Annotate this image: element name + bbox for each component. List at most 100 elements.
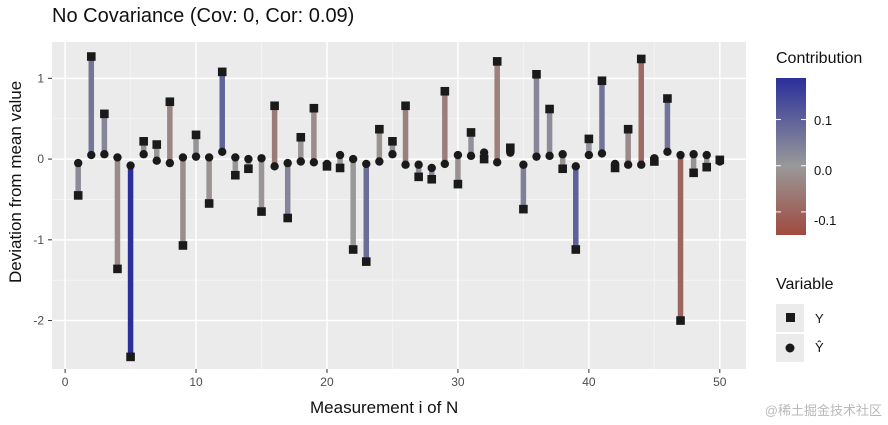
y-point	[663, 94, 672, 103]
yhat-points	[73, 147, 725, 173]
yhat-point	[283, 158, 292, 168]
yhat-point	[623, 160, 633, 169]
grid-major	[52, 42, 746, 369]
legend-label-yhat: Ŷ	[815, 340, 824, 355]
y-point	[532, 69, 541, 79]
y-point	[414, 172, 423, 182]
yhat-point	[493, 158, 502, 167]
yhat-point	[362, 159, 371, 169]
yhat-point	[244, 154, 253, 164]
yhat-point	[73, 158, 83, 168]
yhat-point	[270, 162, 279, 171]
legend-label-y: Y	[815, 311, 824, 326]
y-point	[100, 109, 109, 119]
y-point	[479, 154, 489, 164]
y-point	[244, 164, 253, 174]
x-tick-label: 0	[62, 375, 69, 389]
y-point	[204, 199, 214, 208]
y-tick-label: 0	[37, 152, 44, 166]
y-point	[335, 163, 345, 173]
yhat-point	[519, 160, 528, 169]
y-point	[217, 67, 227, 77]
yhat-point	[218, 147, 227, 157]
color-legend-title: Contribution	[776, 50, 863, 67]
yhat-point	[637, 160, 646, 169]
yhat-point	[296, 157, 305, 166]
yhat-point	[479, 148, 489, 157]
yhat-point	[414, 160, 423, 169]
legend-square-icon	[786, 313, 795, 322]
colorbar	[776, 78, 806, 235]
yhat-point	[178, 153, 188, 162]
y-tick-label: 1	[37, 71, 44, 85]
y-point	[571, 245, 581, 254]
y-point	[584, 134, 594, 144]
y-point	[636, 54, 646, 64]
y-point	[270, 101, 279, 111]
yhat-point	[571, 162, 580, 171]
x-tick-label: 40	[582, 375, 596, 389]
y-point	[152, 140, 162, 149]
yhat-point	[335, 150, 345, 160]
y-point	[113, 264, 122, 274]
y-point	[178, 241, 188, 250]
y-point	[361, 257, 371, 266]
yhat-point	[126, 161, 135, 170]
yhat-point	[375, 157, 384, 166]
colorbar-tick-label: 0.1	[814, 113, 833, 128]
y-point	[597, 76, 607, 86]
yhat-point	[545, 151, 554, 161]
yhat-point	[532, 152, 541, 161]
y-point	[427, 174, 437, 184]
y-point	[466, 128, 476, 137]
legend-circle-icon	[785, 343, 795, 353]
yhat-point	[702, 150, 711, 160]
x-tick-label: 10	[189, 375, 203, 389]
y-point	[139, 137, 148, 146]
y-point	[676, 316, 685, 325]
x-tick-label: 50	[713, 375, 727, 389]
yhat-point	[87, 150, 96, 160]
y-point	[453, 179, 463, 189]
yhat-point	[715, 157, 725, 166]
y-point	[689, 168, 698, 178]
yhat-point	[427, 163, 436, 173]
yhat-point	[165, 158, 175, 168]
yhat-point	[558, 150, 567, 159]
y-point	[492, 57, 502, 66]
y-point	[191, 130, 201, 140]
yhat-point	[309, 158, 319, 167]
yhat-point	[139, 150, 148, 159]
y-axis: -2 -1 0 1	[33, 71, 52, 328]
yhat-point	[388, 150, 397, 159]
yhat-point	[689, 150, 698, 159]
y-point	[702, 162, 712, 172]
y-point	[375, 124, 384, 134]
yhat-point	[506, 148, 515, 157]
y-point	[257, 207, 266, 216]
y-point	[126, 352, 135, 362]
yhat-point	[440, 159, 450, 169]
x-tick-label: 30	[451, 375, 465, 389]
y-tick-label: -1	[33, 233, 44, 247]
x-tick-label: 20	[320, 375, 334, 389]
y-point	[86, 52, 96, 61]
y-point	[519, 204, 528, 214]
yhat-point	[257, 154, 266, 163]
y-point	[545, 104, 554, 114]
yhat-point	[152, 156, 161, 165]
y-point	[165, 97, 175, 107]
y-point	[558, 164, 567, 174]
yhat-point	[204, 153, 214, 162]
x-axis-label: Measurement i of N	[310, 398, 459, 417]
chart-title: No Covariance (Cov: 0, Cor: 0.09)	[52, 5, 355, 27]
shape-legend-title: Variable	[776, 276, 834, 293]
y-axis-label: Deviation from mean value	[6, 80, 25, 283]
yhat-point	[453, 150, 463, 160]
yhat-point	[348, 154, 358, 164]
y-point	[283, 213, 292, 223]
colorbar-tick-label: 0.0	[814, 163, 833, 178]
colorbar-ticks	[776, 119, 806, 213]
y-point	[388, 137, 397, 146]
yhat-point	[322, 159, 332, 169]
